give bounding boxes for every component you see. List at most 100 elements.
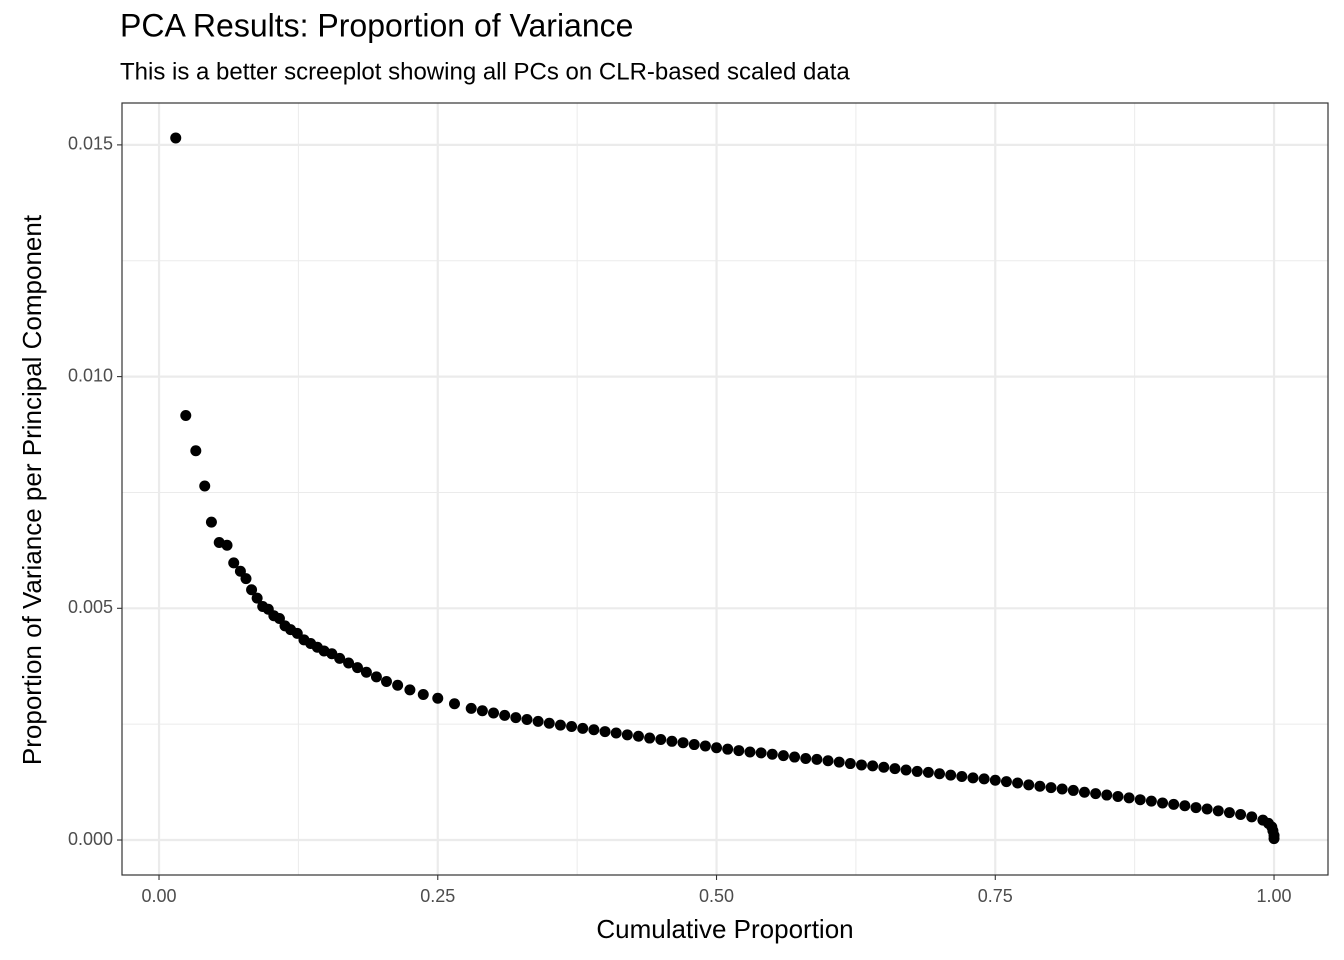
point [978, 773, 990, 785]
point [1134, 794, 1146, 806]
point [1235, 809, 1247, 821]
chart-title: PCA Results: Proportion of Variance [120, 7, 633, 43]
point [956, 771, 968, 783]
point [476, 705, 488, 717]
panel-border [121, 102, 1329, 876]
point [811, 753, 823, 765]
point [1145, 795, 1157, 807]
y-tick-label: 0.010 [68, 365, 113, 385]
point [844, 758, 856, 770]
point [190, 445, 202, 457]
point [246, 584, 258, 596]
point [1157, 797, 1169, 809]
point [228, 557, 240, 569]
point [199, 480, 211, 492]
point [688, 739, 700, 751]
x-tick-label: 0.75 [978, 886, 1013, 906]
point [867, 760, 879, 772]
chart-subtitle: This is a better screeplot showing all P… [120, 58, 850, 85]
point [205, 516, 217, 528]
point [945, 769, 957, 781]
y-tick-label: 0.015 [68, 134, 113, 154]
point [655, 733, 667, 745]
point [1190, 802, 1202, 814]
point [521, 714, 533, 726]
point [1212, 805, 1224, 817]
point [404, 684, 416, 696]
point [488, 707, 500, 719]
point [566, 720, 578, 732]
point [967, 772, 979, 784]
point [911, 765, 923, 777]
point [1023, 779, 1035, 791]
point [180, 410, 192, 422]
y-tick-label: 0.000 [68, 829, 113, 849]
point [878, 761, 890, 773]
point [755, 747, 767, 759]
point [1168, 798, 1180, 810]
point [392, 679, 404, 691]
point [360, 666, 372, 678]
x-tick-label: 1.00 [1257, 886, 1292, 906]
point [240, 573, 252, 585]
x-tick-label: 0.00 [141, 886, 176, 906]
point [1000, 776, 1012, 788]
y-axis-title: Proportion of Variance per Principal Com… [17, 214, 47, 765]
point [1101, 789, 1113, 801]
point [251, 592, 263, 604]
point [1201, 803, 1213, 815]
point [588, 724, 600, 736]
point [833, 756, 845, 768]
point [1056, 783, 1068, 795]
point [1067, 784, 1079, 796]
point [532, 715, 544, 727]
point [577, 722, 589, 734]
point [380, 676, 392, 688]
point [722, 743, 734, 755]
point [632, 730, 644, 742]
point [1223, 807, 1235, 819]
point [989, 774, 1001, 786]
x-tick-label: 0.25 [420, 886, 455, 906]
x-tick-label: 0.50 [699, 886, 734, 906]
point [1090, 788, 1102, 800]
y-tick-label: 0.005 [68, 597, 113, 617]
point [934, 768, 946, 780]
point [417, 689, 429, 701]
point [800, 752, 812, 764]
point [1078, 786, 1090, 798]
point [677, 737, 689, 749]
point [621, 729, 633, 741]
point [766, 748, 778, 760]
point [610, 727, 622, 739]
point [822, 755, 834, 767]
point [370, 671, 382, 683]
point [789, 751, 801, 763]
point [889, 763, 901, 775]
point [900, 764, 912, 776]
point [221, 539, 233, 551]
point [666, 735, 678, 747]
point [922, 766, 934, 778]
point [599, 726, 611, 738]
point [170, 132, 182, 144]
point [744, 746, 756, 758]
point [499, 709, 511, 721]
point [432, 692, 444, 704]
point [1012, 777, 1024, 789]
point [1179, 800, 1191, 812]
point [1268, 833, 1280, 845]
point [644, 732, 656, 744]
point [334, 652, 346, 664]
point [777, 750, 789, 762]
point [554, 719, 566, 731]
point [1246, 811, 1258, 823]
point [343, 657, 355, 669]
point [351, 662, 363, 674]
point [448, 698, 460, 710]
x-axis-title: Cumulative Proportion [596, 914, 853, 944]
point [1112, 790, 1124, 802]
point [855, 759, 867, 771]
point [733, 745, 745, 757]
